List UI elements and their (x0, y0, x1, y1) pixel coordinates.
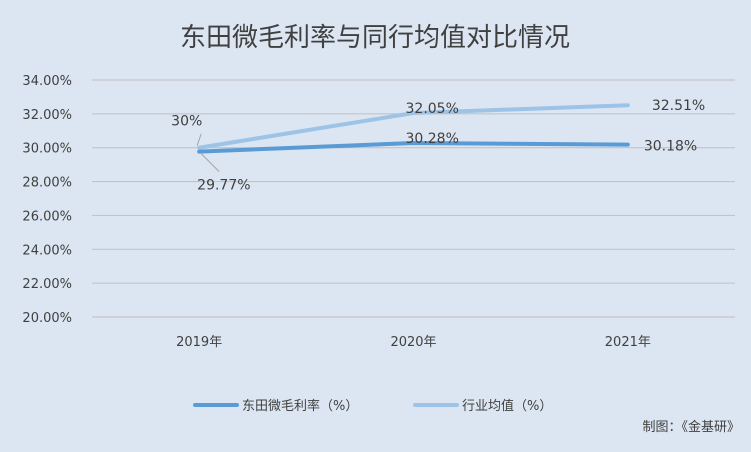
credit-text: 制图：《金基研》 (642, 419, 740, 435)
label-leader-lines (196, 133, 220, 172)
x-axis-ticks: 2019年 2020年 2021年 (176, 335, 651, 350)
data-label: 29.77% (197, 178, 250, 194)
y-tick-label: 20.00% (22, 311, 72, 326)
data-label: 30.18% (644, 139, 697, 155)
x-tick-label: 2020年 (390, 335, 436, 350)
legend-label: 行业均值（%） (462, 398, 552, 414)
series-lines (197, 103, 630, 154)
data-label: 30% (171, 114, 202, 130)
y-tick-label: 30.00% (22, 142, 72, 157)
legend: 东田微毛利率（%） 行业均值（%） (193, 398, 552, 414)
y-tick-label: 34.00% (22, 74, 72, 89)
series-line (197, 140, 630, 154)
x-tick-label: 2021年 (605, 335, 651, 350)
y-tick-label: 22.00% (22, 277, 72, 292)
y-tick-label: 28.00% (22, 176, 72, 191)
data-labels: 29.77% 30.28% 30.18% 30% 32.05% 32.51% (171, 98, 705, 193)
y-tick-label: 24.00% (22, 243, 72, 258)
y-tick-label: 32.00% (22, 108, 72, 123)
y-axis-ticks: 20.00% 22.00% 24.00% 26.00% 28.00% 30.00% 32.0… (22, 74, 72, 326)
leader-line (200, 153, 220, 172)
legend-label: 东田微毛利率（%） (242, 398, 358, 414)
x-tick-label: 2019年 (176, 335, 222, 350)
data-label: 32.05% (406, 101, 459, 117)
data-label: 32.51% (652, 98, 705, 114)
chart-title: 东田微毛利率与同行均值对比情况 (180, 23, 570, 53)
leader-line (196, 133, 202, 146)
data-label: 30.28% (406, 131, 459, 147)
y-tick-label: 26.00% (22, 209, 72, 224)
series-line (197, 103, 630, 150)
